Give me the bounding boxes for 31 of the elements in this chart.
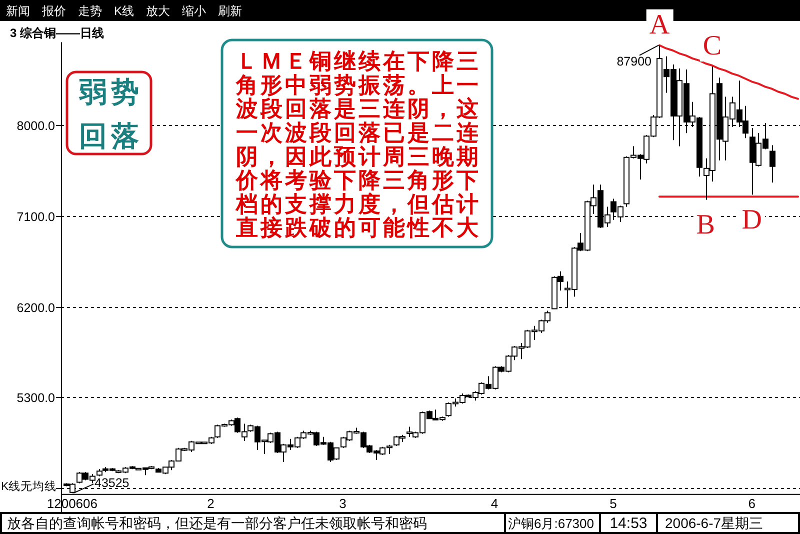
x-tick-label: 4 [490, 496, 498, 511]
text: 报价 [41, 4, 66, 18]
text: 2006-6-7星期三 [665, 515, 764, 531]
annotation: ＬＭＥ铜继续在下降三角形中弱势振荡。上一波段回落是三连阴，这一次波段回落已是二连阴，因此预计周三晚期价将考验下降三角形下档的支撑力度，但估计直接跌破的可能性不大 [234, 48, 481, 240]
text: 缩小 [182, 4, 206, 18]
y-tick-label: 8000.0 [16, 119, 56, 133]
text: 刷新 [218, 4, 242, 18]
chart-title: 3 综合铜——日线 [10, 26, 104, 40]
annotation: B [696, 210, 715, 241]
annotation: 43525 [94, 476, 130, 490]
y-tick-label: 6200.0 [16, 301, 56, 315]
y-tick-label: 5300.0 [16, 391, 56, 405]
y-tick-label: 7100.0 [16, 210, 56, 224]
text: 放各自的查询帐号和密码，但还是有一部分客户任未领取帐号和密码 [7, 515, 427, 531]
annotation: C [702, 30, 722, 62]
text: K线 [114, 4, 134, 18]
annotation: 87900 [616, 54, 652, 68]
annotation: 弱势回落 [78, 76, 143, 152]
text: 放大 [146, 4, 170, 18]
text: K线无均线 [1, 480, 57, 493]
text: 新闻 [6, 4, 30, 18]
text: 沪铜6月:67300 [508, 516, 594, 531]
x-tick-label: 6 [748, 496, 756, 511]
x-tick-label: 3 [339, 496, 346, 511]
x-tick-label: 2 [207, 496, 214, 511]
candlestick [770, 144, 776, 184]
annotation: A [649, 9, 670, 40]
annotation: D [742, 204, 762, 236]
x-tick-label: 5 [610, 496, 617, 511]
text: 14:53 [610, 515, 648, 532]
text: 走势 [78, 4, 102, 18]
